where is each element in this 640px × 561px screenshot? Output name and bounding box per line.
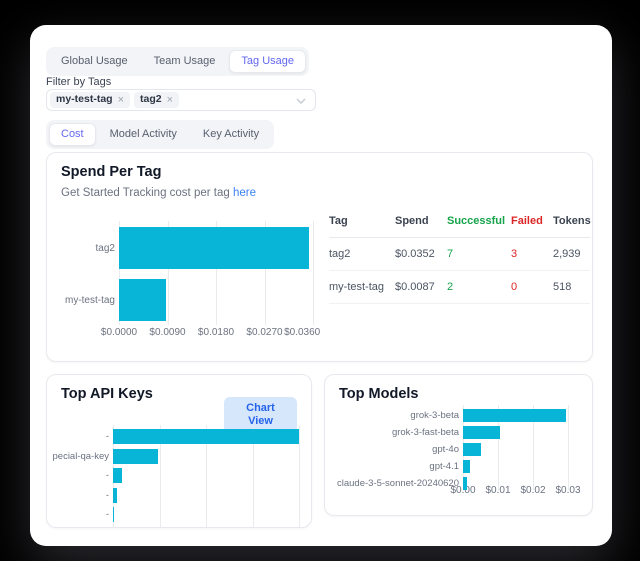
col-header-tag: Tag — [329, 207, 395, 238]
chart-bar[interactable] — [463, 409, 567, 422]
category-label: - — [105, 489, 109, 501]
remove-tag-icon[interactable]: × — [117, 93, 125, 106]
cell-failed: 3 — [511, 237, 553, 271]
chart-bar[interactable] — [113, 468, 123, 483]
chart-gridline — [498, 405, 499, 490]
chart-bar[interactable] — [463, 443, 481, 456]
chart-gridline — [159, 425, 161, 527]
category-label: - — [105, 470, 109, 481]
axis-tick-label: $0.0090 — [149, 327, 186, 338]
chart-gridline — [216, 221, 217, 325]
category-label: claude-3-5-sonnet-20240620 — [336, 478, 459, 489]
card-title-top-models: Top Models — [339, 386, 419, 402]
top-api-keys-card: Top API Keys Table View Chart View - peci… — [46, 374, 312, 528]
top-models-card: Top Models $0.00 $0.01 $0.02 $0.03 grok-3-be… — [324, 374, 593, 516]
top-api-keys-chart: - pecial-qa-key - - - — [53, 425, 300, 527]
axis-tick-label: $0.0360 — [284, 327, 321, 338]
category-label: - — [105, 431, 109, 442]
chart-gridline — [264, 221, 266, 325]
chart-bar[interactable] — [463, 477, 467, 490]
remove-tag-icon[interactable]: × — [166, 93, 174, 106]
col-header-failed: Failed — [511, 207, 553, 238]
category-label: grok-3-beta — [410, 410, 459, 421]
cell-successful: 2 — [447, 270, 511, 304]
chart-bar[interactable] — [119, 227, 309, 269]
chart-gridline — [206, 425, 207, 527]
selected-tag-chip: my-test-tag × — [50, 91, 131, 109]
usage-dashboard-panel: Global Usage Team Usage Tag Usage Filter… — [30, 25, 612, 546]
chart-bar[interactable] — [113, 448, 159, 464]
selected-tag-chip: tag2 × — [134, 91, 180, 109]
axis-tick-label: $0.00 — [450, 485, 476, 496]
cell-tag: tag2 — [329, 237, 395, 271]
tag-filter-select[interactable]: my-test-tag × tag2 × — [46, 89, 316, 111]
table-row[interactable]: tag2 $0.0352 7 3 2,939 — [329, 237, 590, 271]
axis-tick-label: $0.0000 — [100, 327, 138, 338]
chart-gridline — [167, 221, 169, 325]
top-models-chart: $0.00 $0.01 $0.02 $0.03 grok-3-beta grok-3-fa… — [336, 403, 584, 515]
category-label: gpt-4o — [432, 444, 459, 455]
category-label: my-test-tag — [64, 294, 115, 306]
col-header-spend: Spend — [395, 207, 447, 238]
card-title-spend-per-tag: Spend Per Tag — [61, 164, 162, 180]
category-label: tag2 — [95, 242, 115, 254]
chart-gridline — [252, 425, 254, 527]
tab-team-usage[interactable]: Team Usage — [142, 50, 228, 73]
tab-model-activity[interactable]: Model Activity — [98, 123, 189, 146]
table-row[interactable]: my-test-tag $0.0087 2 0 518 — [329, 270, 590, 304]
category-label: - — [105, 509, 109, 520]
chart-bar[interactable] — [113, 507, 114, 522]
cell-spend: $0.0087 — [395, 270, 447, 304]
category-label: grok-3-fast-beta — [391, 427, 459, 438]
chart-gridline — [533, 405, 534, 490]
chip-label: my-test-tag — [56, 93, 113, 106]
usage-scope-tabs: Global Usage Team Usage Tag Usage — [46, 47, 310, 76]
col-header-successful: Successful — [447, 207, 511, 238]
spend-per-tag-chart: $0.0000 $0.0090 $0.0180 $0.0270 $0.0360 tag2 m… — [61, 211, 367, 351]
card-subtitle: Get Started Tracking cost per tag here — [61, 187, 256, 199]
cell-successful: 7 — [447, 237, 511, 271]
chart-bar[interactable] — [119, 279, 166, 321]
chart-gridline — [119, 221, 120, 325]
filter-by-tags-label: Filter by Tags — [46, 76, 112, 88]
chart-gridline — [313, 221, 314, 325]
cell-tag: my-test-tag — [329, 270, 395, 304]
axis-tick-label: $0.0270 — [246, 327, 283, 338]
tab-tag-usage[interactable]: Tag Usage — [229, 50, 307, 73]
spend-per-tag-card: Spend Per Tag Get Started Tracking cost … — [46, 152, 593, 362]
chart-gridline — [568, 405, 569, 490]
chip-label: tag2 — [140, 93, 162, 106]
chart-bar[interactable] — [463, 426, 500, 439]
chart-gridline — [299, 425, 300, 527]
table-header-row: Tag Spend Successful Failed Tokens — [329, 207, 591, 238]
chart-bar[interactable] — [113, 487, 118, 503]
subtitle-text: Get Started Tracking cost per tag — [61, 187, 230, 199]
cell-tokens: 2,939 — [553, 237, 590, 271]
cost-activity-tabs: Cost Model Activity Key Activity — [46, 120, 275, 149]
category-label: pecial-qa-key — [52, 450, 110, 462]
axis-tick-label: $0.02 — [520, 485, 546, 496]
card-title-top-api-keys: Top API Keys — [61, 386, 153, 402]
category-label: gpt-4.1 — [429, 461, 459, 472]
chevron-down-icon — [296, 98, 306, 104]
tab-cost[interactable]: Cost — [49, 123, 96, 146]
chart-bar[interactable] — [463, 460, 470, 473]
col-header-tokens: Tokens — [553, 207, 591, 238]
tab-global-usage[interactable]: Global Usage — [49, 50, 140, 73]
chart-bar[interactable] — [113, 429, 299, 444]
axis-tick-label: $0.0180 — [197, 327, 235, 338]
chart-view-button[interactable]: Chart View — [224, 397, 297, 434]
cell-tokens: 518 — [553, 270, 590, 304]
axis-tick-label: $0.01 — [485, 485, 511, 496]
tab-key-activity[interactable]: Key Activity — [191, 123, 271, 146]
axis-tick-label: $0.03 — [555, 485, 581, 496]
here-link[interactable]: here — [232, 187, 256, 199]
tag-spend-table: Tag Spend Successful Failed Tokens tag2 $0.035… — [329, 207, 591, 304]
cell-spend: $0.0352 — [395, 237, 447, 271]
view-toggle: Table View Chart View — [224, 397, 297, 434]
cell-failed: 0 — [511, 270, 553, 304]
